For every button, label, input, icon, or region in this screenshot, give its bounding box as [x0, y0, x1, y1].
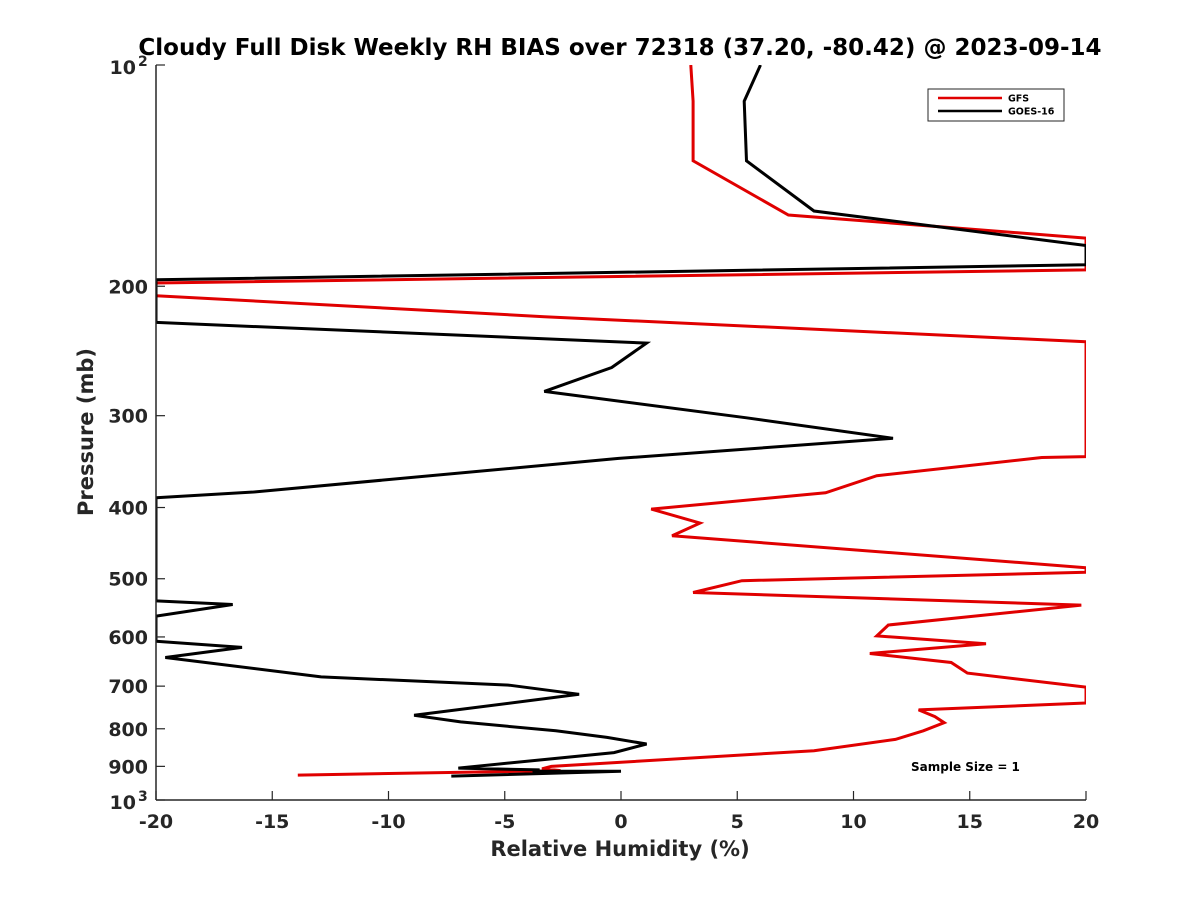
series-line-goes-16 — [156, 65, 1086, 778]
y-tick-label: 400 — [108, 498, 148, 520]
x-axis-label: Relative Humidity (%) — [490, 837, 749, 861]
legend-label: GFS — [1008, 94, 1029, 105]
y-decade-tick-label: 10 — [110, 792, 136, 814]
y-tick-label: 300 — [108, 406, 148, 428]
x-tick-label: -5 — [494, 811, 515, 833]
axes-layer — [155, 65, 1086, 801]
y-axis-label: Pressure (mb) — [74, 348, 98, 516]
ticks-layer: -20 -15 -10 -5 0 5 10 15 20 200 300 400 500 600 700 800… — [108, 54, 1099, 833]
series-layer — [156, 65, 1086, 778]
y-decade-tick-label: 10 — [110, 57, 136, 79]
legend-box — [927, 88, 1065, 122]
x-tick-label: -20 — [139, 811, 173, 833]
x-tick-label: 10 — [840, 811, 866, 833]
y-tick-label: 500 — [108, 569, 148, 591]
y-decade-exponent: 2 — [138, 54, 148, 70]
x-tick-label: 5 — [731, 811, 744, 833]
x-tick-label: -15 — [255, 811, 289, 833]
sample-size-annotation: Sample Size = 1 — [911, 760, 1020, 774]
x-tick-label: 0 — [614, 811, 627, 833]
legend-label: GOES-16 — [1008, 107, 1055, 118]
legend: GFS GOES-16 — [927, 88, 1065, 122]
y-tick-label: 900 — [108, 756, 148, 778]
chart-title: Cloudy Full Disk Weekly RH BIAS over 723… — [138, 35, 1101, 61]
y-tick-label: 700 — [108, 676, 148, 698]
y-decade-exponent: 3 — [138, 789, 148, 805]
y-tick-label: 200 — [108, 276, 148, 298]
x-tick-label: 15 — [957, 811, 983, 833]
y-tick-label: 600 — [108, 627, 148, 649]
series-line-gfs — [156, 65, 1086, 777]
x-tick-label: 20 — [1073, 811, 1099, 833]
y-tick-label: 800 — [108, 719, 148, 741]
x-tick-label: -10 — [371, 811, 405, 833]
